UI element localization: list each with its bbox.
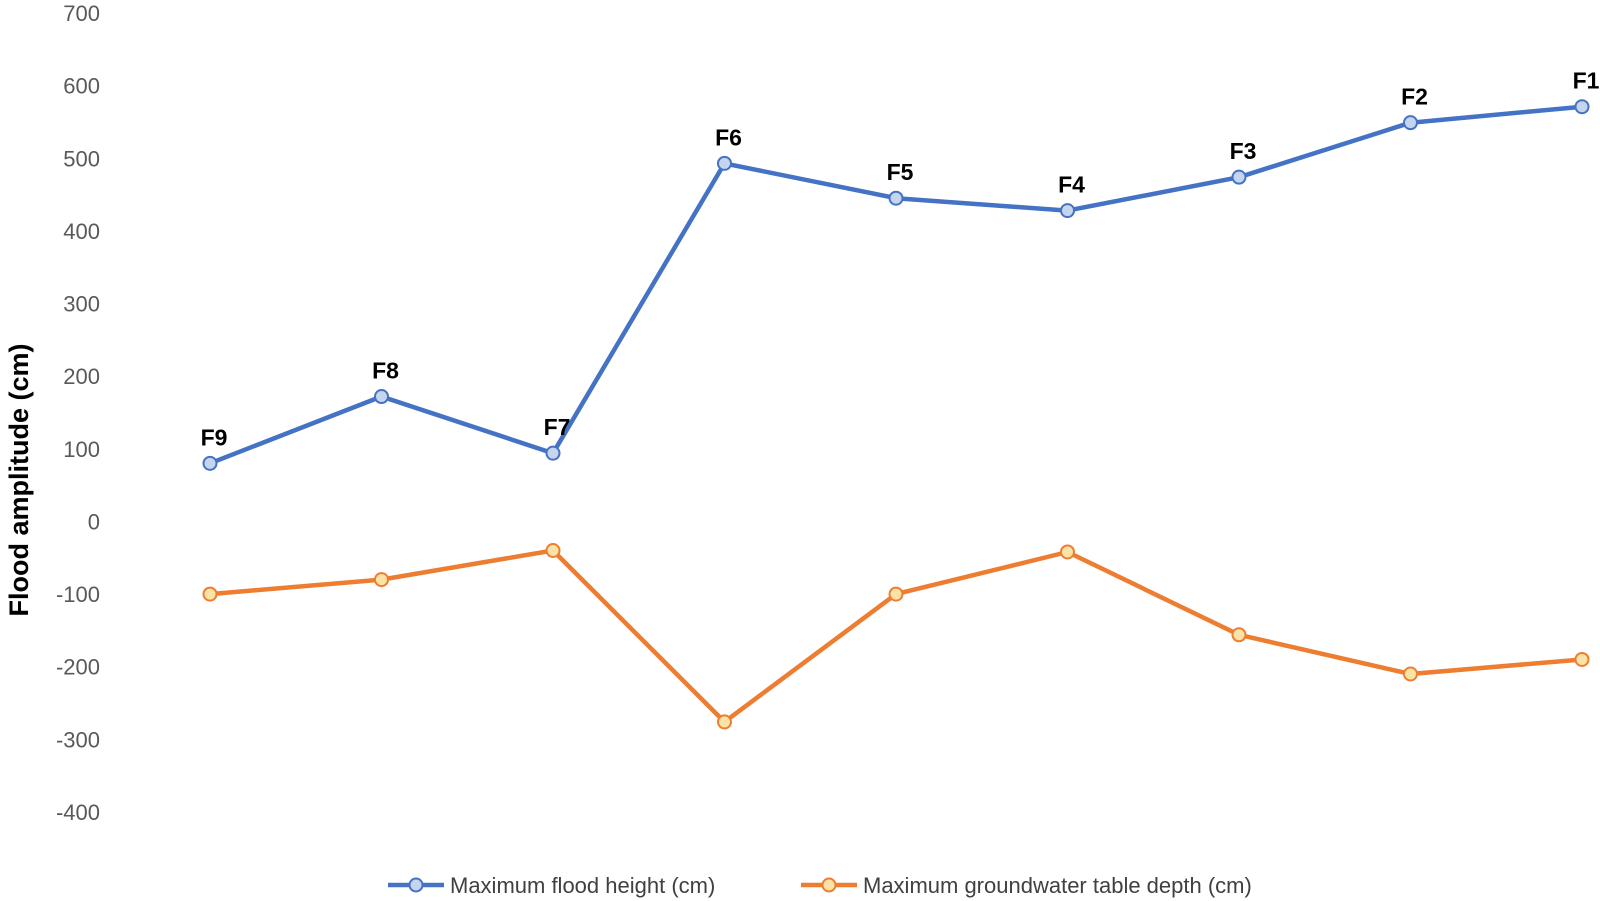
y-tick-label: 600 [63,74,100,99]
legend: Maximum flood height (cm) Maximum groundw… [388,873,1252,898]
series-layer [202,99,1590,730]
series-line [207,548,1585,725]
data-point [1403,666,1418,682]
point-label: F5 [887,159,914,185]
data-point [1403,115,1418,131]
data-point [545,445,561,461]
series-2 [202,543,1590,730]
y-tick-label: -100 [56,582,100,607]
data-point [888,190,904,206]
data-point [374,572,389,588]
series-1 [202,99,1590,471]
point-label: F1 [1573,68,1600,94]
y-tick-label: 400 [63,219,100,244]
y-axis-title: Flood amplitude (cm) [4,344,34,617]
y-tick-label: 0 [88,509,100,534]
y-tick-label: 100 [63,437,100,462]
y-tick-label: 300 [63,292,100,317]
data-point [374,389,389,405]
data-point [1574,99,1590,115]
data-point [1231,627,1247,643]
legend-label: Maximum flood height (cm) [450,873,715,898]
y-tick-label: 700 [63,1,100,26]
legend-item: Maximum groundwater table depth (cm) [801,873,1252,898]
y-tick-label: -300 [56,727,100,752]
point-label: F2 [1401,84,1428,110]
data-point [202,586,218,602]
legend-swatch-marker [821,877,837,893]
point-label: F6 [715,124,742,150]
data-point [1060,203,1075,219]
data-point [1060,544,1075,560]
data-point [1574,651,1590,667]
data-point [717,714,732,730]
data-point [202,455,218,471]
y-tick-label: 500 [63,146,100,171]
point-label: F8 [372,358,399,384]
y-axis-tick-labels: 700 600 500 400 300 200 100 0 -100 -200 -300 -400 [56,1,100,825]
point-label: F3 [1230,138,1257,164]
y-tick-label: -200 [56,655,100,680]
data-point [717,155,732,171]
point-labels: F9 F8 F7 F6 F5 F4 F3 F2 F1 [201,68,1600,451]
legend-swatch-marker [408,877,424,893]
legend-item: Maximum flood height (cm) [388,873,715,898]
point-label: F7 [544,414,571,440]
y-tick-label: 200 [63,364,100,389]
data-point [888,586,904,602]
legend-label: Maximum groundwater table depth (cm) [863,873,1252,898]
point-label: F9 [201,424,228,450]
data-point [1231,169,1247,185]
point-label: F4 [1058,172,1085,198]
data-point [545,543,561,559]
y-tick-label: -400 [56,800,100,825]
